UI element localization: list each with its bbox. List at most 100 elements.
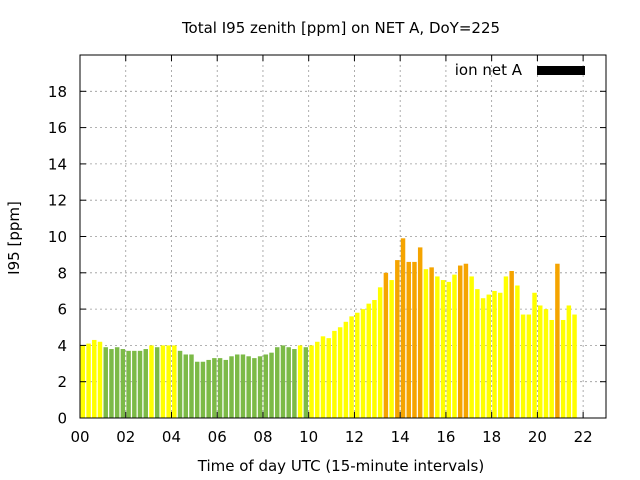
bar — [566, 305, 572, 418]
bar — [286, 347, 291, 418]
bar — [400, 238, 406, 418]
x-tick-label: 14 — [391, 428, 410, 446]
bar — [320, 336, 326, 418]
bar — [349, 316, 354, 418]
bar — [114, 347, 120, 418]
bar — [194, 361, 200, 418]
y-tick-label: 4 — [57, 337, 67, 355]
bar — [555, 263, 560, 418]
bar — [297, 345, 303, 418]
bar — [395, 260, 400, 418]
bar — [92, 339, 97, 418]
bar — [212, 358, 217, 418]
bar — [486, 294, 492, 418]
bar — [446, 281, 451, 419]
bar — [532, 292, 537, 418]
bar — [177, 350, 183, 418]
bar — [492, 290, 497, 418]
bar — [149, 345, 154, 418]
bar — [240, 354, 246, 418]
y-tick-label: 0 — [57, 410, 67, 428]
bar — [143, 349, 148, 418]
y-tick-label: 6 — [57, 301, 67, 319]
bar — [480, 298, 486, 418]
bar — [343, 321, 349, 418]
bar — [257, 356, 263, 418]
x-tick-label: 04 — [162, 428, 181, 446]
bar — [560, 319, 566, 418]
bar — [417, 247, 423, 418]
bar — [355, 312, 360, 418]
bar — [440, 280, 446, 418]
bar — [389, 280, 394, 418]
x-tick-label: 08 — [253, 428, 272, 446]
y-tick-label: 14 — [48, 155, 67, 173]
bar — [503, 276, 509, 418]
bar — [332, 330, 337, 418]
bar — [292, 349, 297, 418]
bar — [154, 347, 160, 418]
bar — [406, 261, 411, 418]
bar — [549, 319, 554, 418]
x-tick-label: 16 — [436, 428, 455, 446]
bar — [183, 354, 188, 418]
bar — [303, 347, 309, 418]
y-tick-label: 16 — [48, 119, 67, 137]
y-tick-label: 10 — [48, 228, 67, 246]
bar — [235, 354, 240, 418]
bar — [109, 349, 114, 418]
bar — [206, 359, 211, 418]
bar — [189, 354, 194, 418]
bar — [509, 270, 514, 418]
bar — [463, 263, 469, 418]
bar — [97, 341, 103, 418]
bar — [457, 265, 463, 418]
bar — [275, 347, 280, 418]
bar — [200, 361, 206, 418]
bar — [86, 343, 91, 418]
bar — [469, 276, 474, 418]
bar — [103, 347, 108, 418]
bar — [515, 285, 520, 418]
bar — [120, 349, 126, 418]
bar — [326, 338, 331, 418]
x-tick-label: 00 — [70, 428, 89, 446]
y-tick-label: 8 — [57, 264, 67, 282]
legend: ion net A — [455, 61, 585, 79]
y-tick-label: 12 — [48, 192, 67, 210]
bar — [377, 287, 383, 418]
y-axis-label: I95 [ppm] — [5, 201, 23, 275]
bar — [383, 272, 389, 418]
x-axis-label: Time of day UTC (15-minute intervals) — [197, 457, 484, 475]
bar — [538, 305, 543, 418]
bar — [452, 274, 457, 418]
chart-title: Total I95 zenith [ppm] on NET A, DoY=225 — [181, 19, 500, 37]
bar — [263, 354, 269, 418]
bar — [229, 356, 234, 418]
bar — [412, 261, 417, 418]
bar — [246, 356, 251, 418]
y-tick-label: 18 — [48, 83, 67, 101]
bar — [429, 267, 434, 418]
bar — [360, 309, 366, 418]
bars — [80, 238, 577, 419]
x-tick-label: 12 — [345, 428, 364, 446]
bar — [520, 314, 526, 418]
x-tick-label: 10 — [299, 428, 318, 446]
bar — [337, 327, 343, 418]
bar — [269, 352, 274, 418]
x-tick-label: 02 — [116, 428, 135, 446]
bar — [475, 289, 480, 418]
x-tick-label: 06 — [208, 428, 227, 446]
bar — [309, 345, 314, 418]
bar — [172, 345, 177, 418]
bar — [166, 345, 171, 418]
legend-swatch — [537, 66, 585, 75]
bar — [160, 345, 166, 418]
bar — [315, 341, 320, 418]
bar — [526, 314, 532, 418]
bar — [137, 350, 143, 418]
bar — [252, 358, 257, 418]
